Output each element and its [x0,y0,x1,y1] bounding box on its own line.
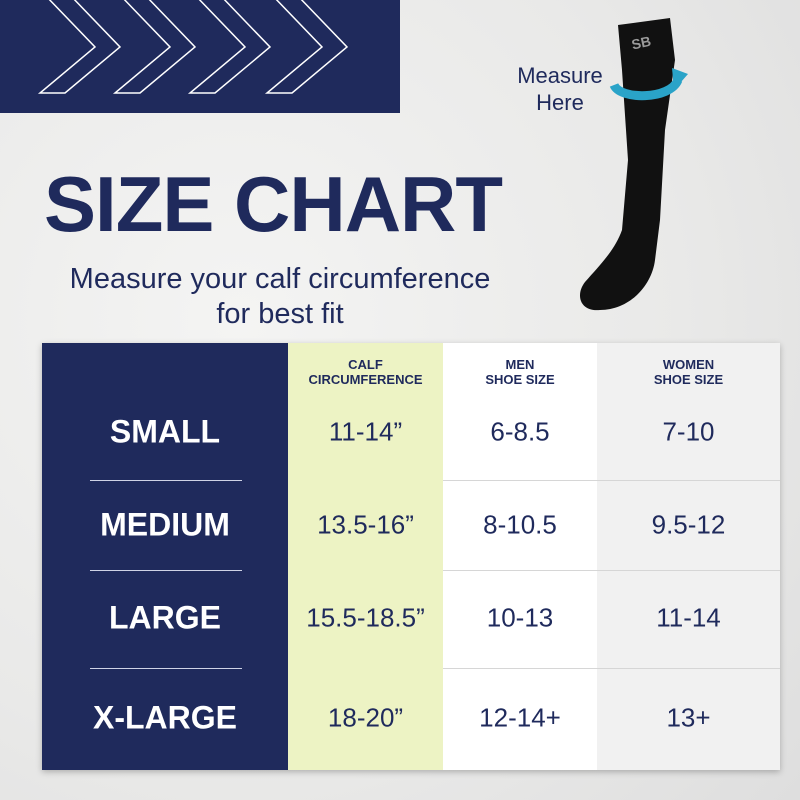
calf-column: CALF CIRCUMFERENCE 11-14” 13.5-16” 15.5-1… [288,343,443,770]
row-divider [90,570,242,571]
row-divider [90,480,242,481]
subtitle-line: for best fit [216,298,344,330]
header-line: CIRCUMFERENCE [308,372,423,387]
row-divider [90,668,242,669]
subtitle-line: Measure your calf circumference [69,263,491,295]
men-value: 6-8.5 [490,416,550,447]
men-value: 10-13 [486,602,554,633]
header-line: SHOE SIZE [485,372,555,387]
callout-line: Measure [517,63,603,88]
size-column: SMALL MEDIUM LARGE X-LARGE [42,343,288,770]
row-divider [443,480,597,481]
size-label: SMALL [109,413,221,450]
row-divider [443,668,597,669]
subtitle: Measure your calf circumference for best… [30,262,530,332]
sock-logo: SB [630,33,652,53]
men-column: MEN SHOE SIZE 6-8.5 8-10.5 10-13 12-14+ [443,343,597,770]
men-value: 12-14+ [479,702,561,733]
page-title: SIZE CHART [44,160,503,248]
header-line: WOMEN [662,357,715,372]
women-value: 11-14 [656,602,721,633]
arrow-head-icon [672,68,688,90]
women-value: 9.5-12 [651,509,726,540]
column-header: MEN SHOE SIZE [443,357,597,387]
row-divider [597,480,780,481]
women-value: 7-10 [662,416,715,447]
sock-image: SB [580,18,688,311]
size-label: X-LARGE [93,699,237,736]
women-column: WOMEN SHOE SIZE 7-10 9.5-12 11-14 13+ [597,343,780,770]
header-line: CALF [348,357,383,372]
calf-value: 13.5-16” [317,509,414,540]
calf-value: 18-20” [327,702,404,733]
chevrons-decoration [37,0,349,94]
size-label: LARGE [109,599,221,636]
size-table: SMALL MEDIUM LARGE X-LARGE CALF CIRCUMFER… [42,343,780,770]
measure-here-callout: Measure Here [500,62,620,116]
men-value: 8-10.5 [483,509,557,540]
row-divider [597,668,780,669]
row-divider [597,570,780,571]
row-divider [443,570,597,571]
calf-value: 11-14” [328,416,403,447]
column-header: CALF CIRCUMFERENCE [288,357,443,387]
column-header: WOMEN SHOE SIZE [597,357,780,387]
header-banner [0,0,400,113]
size-label: MEDIUM [100,506,230,543]
callout-line: Here [536,90,584,115]
header-line: MEN [505,357,535,372]
header-line: SHOE SIZE [653,372,724,387]
calf-value: 15.5-18.5” [306,602,425,633]
women-value: 13+ [666,702,711,733]
